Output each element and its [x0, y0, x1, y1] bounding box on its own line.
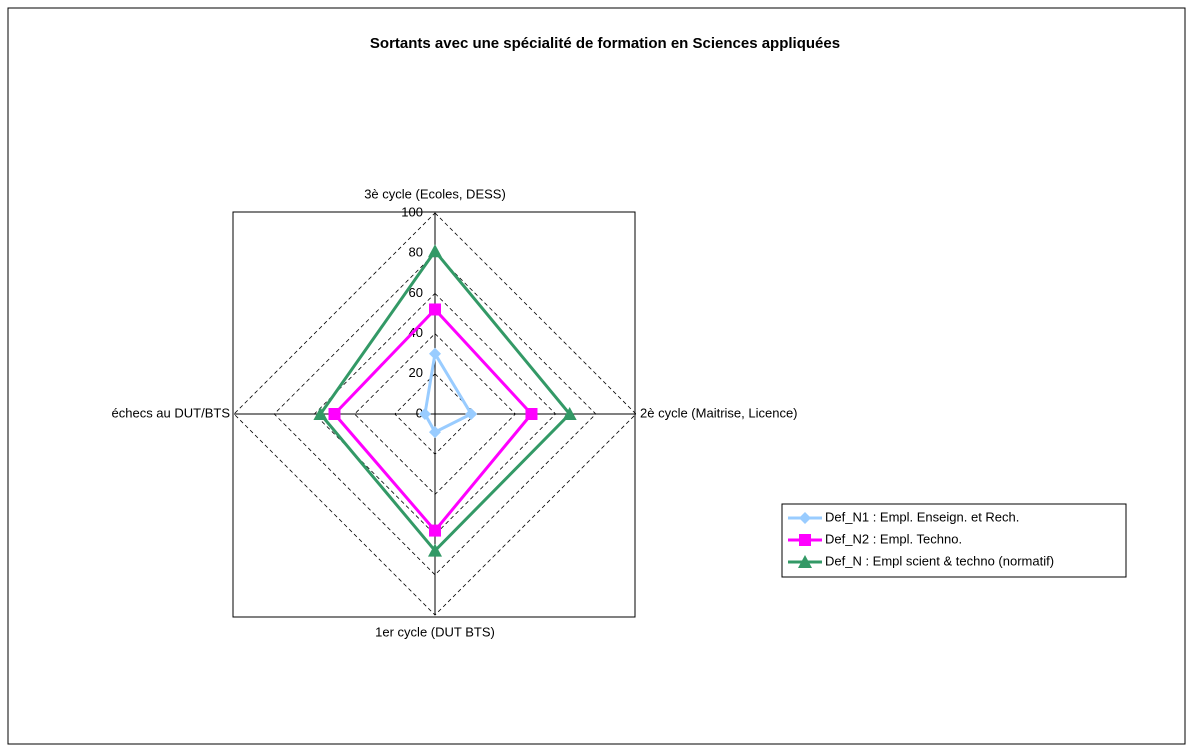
- legend-marker: [799, 534, 811, 546]
- legend-label: Def_N2 : Empl. Techno.: [825, 531, 962, 546]
- legend-marker: [798, 555, 812, 568]
- data-point: [313, 407, 328, 420]
- category-label: 3è cycle (Ecoles, DESS): [364, 186, 506, 201]
- data-point: [429, 303, 441, 316]
- data-point: [429, 524, 441, 537]
- chart-frame: [7, 7, 1186, 745]
- y-tick-label: 20: [409, 365, 423, 380]
- data-point: [525, 408, 538, 420]
- category-label: 1er cycle (DUT BTS): [375, 624, 495, 639]
- data-point: [429, 347, 441, 360]
- chart-title: Sortants avec une spécialité de formatio…: [370, 35, 840, 52]
- legend-box: [781, 503, 1127, 578]
- y-tick-label: 0: [416, 405, 423, 420]
- data-point: [328, 408, 341, 420]
- data-point: [418, 408, 431, 420]
- grid-line: [313, 292, 557, 536]
- data-point: [428, 543, 442, 557]
- data-point: [465, 408, 478, 420]
- category-label: 2è cycle (Maitrise, Licence): [640, 405, 798, 420]
- data-point: [562, 407, 577, 420]
- category-label: échecs au DUT/BTS: [112, 405, 231, 420]
- legend-label: Def_N : Empl scient & techno (normatif): [825, 553, 1054, 568]
- y-tick-label: 80: [409, 245, 423, 260]
- data-point: [428, 244, 442, 258]
- grid-line: [273, 252, 597, 576]
- legend-marker: [799, 512, 811, 524]
- y-tick-label: 100: [401, 204, 423, 219]
- data-point: [429, 426, 441, 439]
- y-tick-label: 40: [409, 325, 423, 340]
- y-tick-label: 60: [409, 285, 423, 300]
- legend-label: Def_N1 : Empl. Enseign. et Rech.: [825, 509, 1019, 524]
